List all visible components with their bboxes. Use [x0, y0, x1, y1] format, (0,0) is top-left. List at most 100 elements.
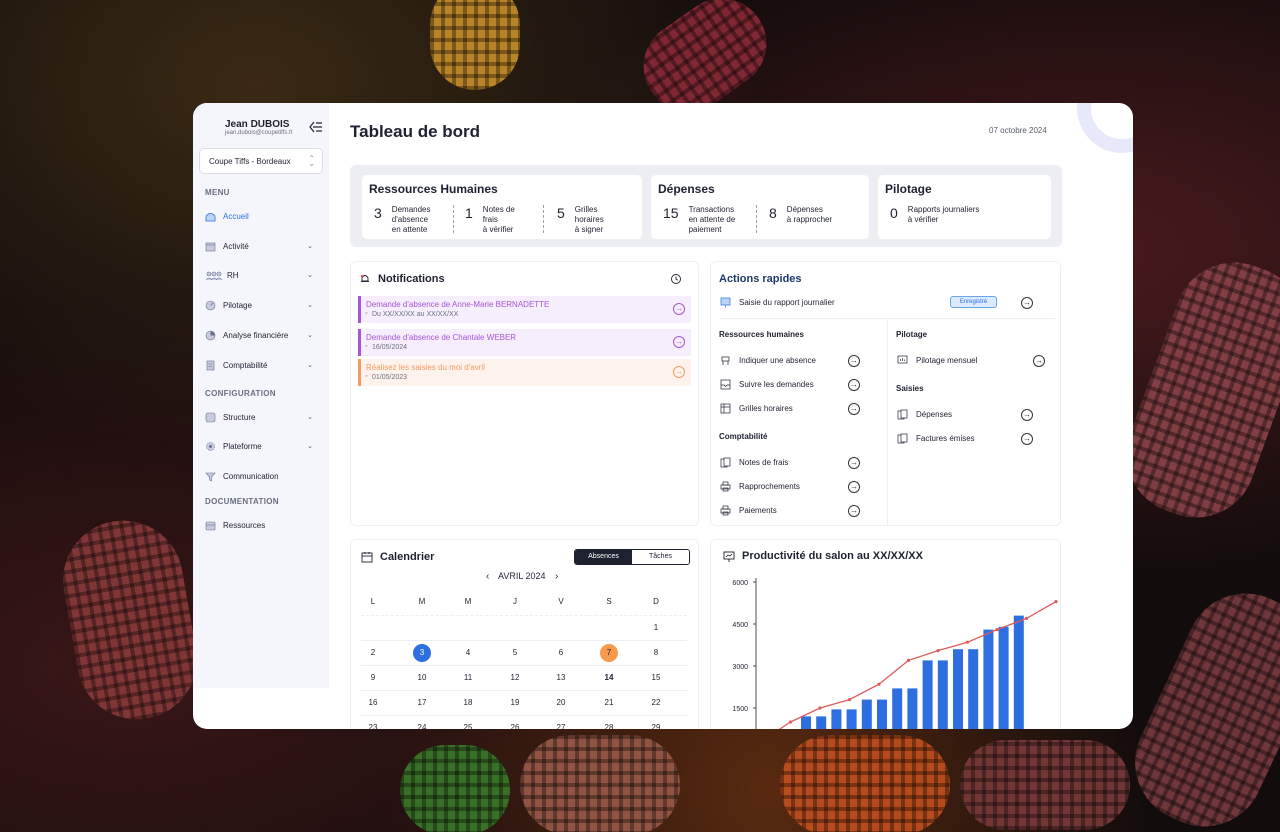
notification-date: Du XX/XX/XX au XX/XX/XX	[365, 310, 458, 318]
stat-item[interactable]: 1 Notes de frais à vérifier	[465, 205, 515, 235]
calendar-day[interactable]: 13	[556, 673, 566, 682]
calendar-day[interactable]: 18	[463, 698, 473, 707]
calendar-day[interactable]: 10	[417, 673, 427, 682]
tab-taches[interactable]: Tâches	[632, 550, 689, 564]
calendar-day[interactable]: 21	[604, 698, 614, 707]
calendar-day[interactable]: 29	[651, 723, 661, 729]
quick-action-grilles-horaires[interactable]: Grilles horaires	[720, 403, 793, 414]
sidebar-item-comptabilite[interactable]: Comptabilité ⌄	[205, 357, 317, 373]
quick-action-pilotage-mensuel[interactable]: Pilotage mensuel	[897, 355, 977, 366]
calendar-weekday: V	[558, 597, 564, 606]
sidebar-item-ressources[interactable]: Ressources	[205, 517, 317, 533]
stat-item[interactable]: 3 Demandes d'absence en attente	[374, 205, 430, 235]
arrow-right-icon[interactable]: →	[1021, 409, 1033, 421]
stat-number: 1	[465, 205, 473, 221]
chart-bar	[816, 716, 827, 729]
sidebar-item-activite[interactable]: Activité ⌄	[205, 238, 317, 254]
arrow-right-icon[interactable]: →	[1033, 355, 1045, 367]
user-name: Jean DUBOIS	[225, 119, 290, 130]
sidebar-item-communication[interactable]: Communication	[205, 468, 317, 484]
quick-action-notes-frais[interactable]: Notes de frais	[720, 457, 788, 468]
calendar-panel: Calendrier Absences Tâches ‹ AVRIL 2024 …	[350, 539, 699, 729]
arrow-right-icon[interactable]: →	[848, 355, 860, 367]
arrow-right-icon[interactable]: →	[1021, 433, 1033, 445]
calendar-day[interactable]: 19	[510, 698, 520, 707]
stat-card-pilotage[interactable]: Pilotage 0 Rapports journaliers à vérifi…	[878, 175, 1051, 239]
quick-action-depenses[interactable]: Dépenses	[897, 409, 952, 420]
arrow-right-icon[interactable]: →	[673, 336, 685, 348]
arrow-right-icon[interactable]: →	[673, 366, 685, 378]
quick-action-paiements[interactable]: Paiements	[720, 505, 777, 516]
sidebar-item-analyse-financiere[interactable]: Analyse financière ⌄	[205, 327, 317, 343]
arrow-right-icon[interactable]: →	[848, 457, 860, 469]
quick-actions-section-pilotage: Pilotage	[896, 330, 928, 339]
calendar-title: Calendrier	[380, 551, 435, 563]
stat-item[interactable]: 0 Rapports journaliers à vérifier	[890, 205, 979, 225]
calendar-day[interactable]: 2	[370, 648, 376, 657]
chart-bar	[892, 688, 903, 729]
calendar-day[interactable]: 15	[651, 673, 661, 682]
bell-icon	[360, 274, 369, 282]
calendar-day[interactable]: 12	[510, 673, 520, 682]
chevron-left-icon[interactable]: ‹	[486, 571, 490, 582]
calendar-day[interactable]: 14	[604, 673, 614, 682]
calendar-day[interactable]: 4	[465, 648, 471, 657]
calendar-day[interactable]: 28	[604, 723, 614, 729]
arrow-right-icon[interactable]: →	[673, 303, 685, 315]
notification-item[interactable]: Réalisez les saisies du moi d'avril 01/0…	[358, 359, 691, 386]
chart-bar	[998, 626, 1009, 729]
calendar-day[interactable]: 23	[368, 723, 378, 729]
collapse-sidebar-icon[interactable]	[309, 121, 323, 133]
arrow-right-icon[interactable]: →	[1021, 297, 1033, 309]
arrow-right-icon[interactable]: →	[848, 403, 860, 415]
calendar-day[interactable]: 16	[368, 698, 378, 707]
calendar-day[interactable]: 24	[417, 723, 427, 729]
arrow-right-icon[interactable]: →	[848, 379, 860, 391]
calendar-day[interactable]: 5	[512, 648, 518, 657]
sidebar-item-accueil[interactable]: Accueil	[205, 208, 317, 224]
calendar-day[interactable]: 7	[600, 644, 618, 662]
quick-action-indiquer-absence[interactable]: Indiquer une absence	[720, 355, 816, 366]
calendar-day[interactable]: 3	[413, 644, 431, 662]
quick-action-rapprochements[interactable]: Rapprochements	[720, 481, 800, 492]
stat-label: Dépenses à rapprocher	[786, 205, 833, 224]
calendar-day[interactable]: 17	[417, 698, 427, 707]
calendar-day[interactable]: 22	[651, 698, 661, 707]
stat-item[interactable]: 15 Transactions en attente de paiement	[663, 205, 735, 235]
quick-action-rapport-journalier[interactable]: Saisie du rapport journalier	[720, 297, 835, 308]
quick-action-factures-emises[interactable]: Factures émises	[897, 433, 975, 444]
salon-select[interactable]: Coupe Tiffs - Bordeaux ⌃ ⌄	[199, 148, 323, 174]
tab-absences[interactable]: Absences	[575, 550, 632, 564]
sidebar-item-structure[interactable]: Structure ⌄	[205, 409, 317, 425]
arrow-right-icon[interactable]: →	[848, 505, 860, 517]
sidebar-item-pilotage[interactable]: Pilotage ⌄	[205, 297, 317, 313]
history-icon[interactable]	[670, 273, 682, 285]
arrow-right-icon[interactable]: →	[848, 481, 860, 493]
notification-item[interactable]: Demande d'absence de Anne-Marie BERNADET…	[358, 296, 691, 323]
stat-card-depenses[interactable]: Dépenses 15 Transactions en attente de p…	[651, 175, 869, 239]
calendar-day[interactable]: 26	[510, 723, 520, 729]
stat-card-title: Pilotage	[885, 182, 932, 196]
calendar-day[interactable]: 9	[370, 673, 376, 682]
stat-item[interactable]: 5 Grilles horaires à signer	[557, 205, 604, 235]
calendar-day[interactable]: 20	[556, 698, 566, 707]
sidebar-item-rh[interactable]: RH ⌄	[205, 267, 317, 283]
quick-action-suivre-demandes[interactable]: Suivre les demandes	[720, 379, 814, 390]
calendar-day[interactable]: 1	[653, 623, 659, 632]
calendar-day[interactable]: 6	[558, 648, 564, 657]
stat-item[interactable]: 8 Dépenses à rapprocher	[769, 205, 832, 225]
chevron-down-icon: ⌄	[307, 414, 313, 421]
notification-item[interactable]: Demande d'absence de Chantale WEBER 16/0…	[358, 329, 691, 356]
calendar-day[interactable]: 25	[463, 723, 473, 729]
calendar-row-divider	[361, 615, 687, 616]
stat-card-rh[interactable]: Ressources Humaines 3 Demandes d'absence…	[362, 175, 642, 239]
chart-point	[995, 628, 999, 632]
calendar-day[interactable]: 8	[653, 648, 659, 657]
receipts-icon	[897, 409, 908, 420]
quick-actions-section-comptabilite: Comptabilité	[719, 432, 768, 441]
calendar-day[interactable]: 27	[556, 723, 566, 729]
chevron-right-icon[interactable]: ›	[555, 571, 559, 582]
sidebar-item-plateforme[interactable]: Plateforme ⌄	[205, 438, 317, 454]
chart-bar	[953, 649, 963, 729]
calendar-day[interactable]: 11	[463, 673, 473, 682]
